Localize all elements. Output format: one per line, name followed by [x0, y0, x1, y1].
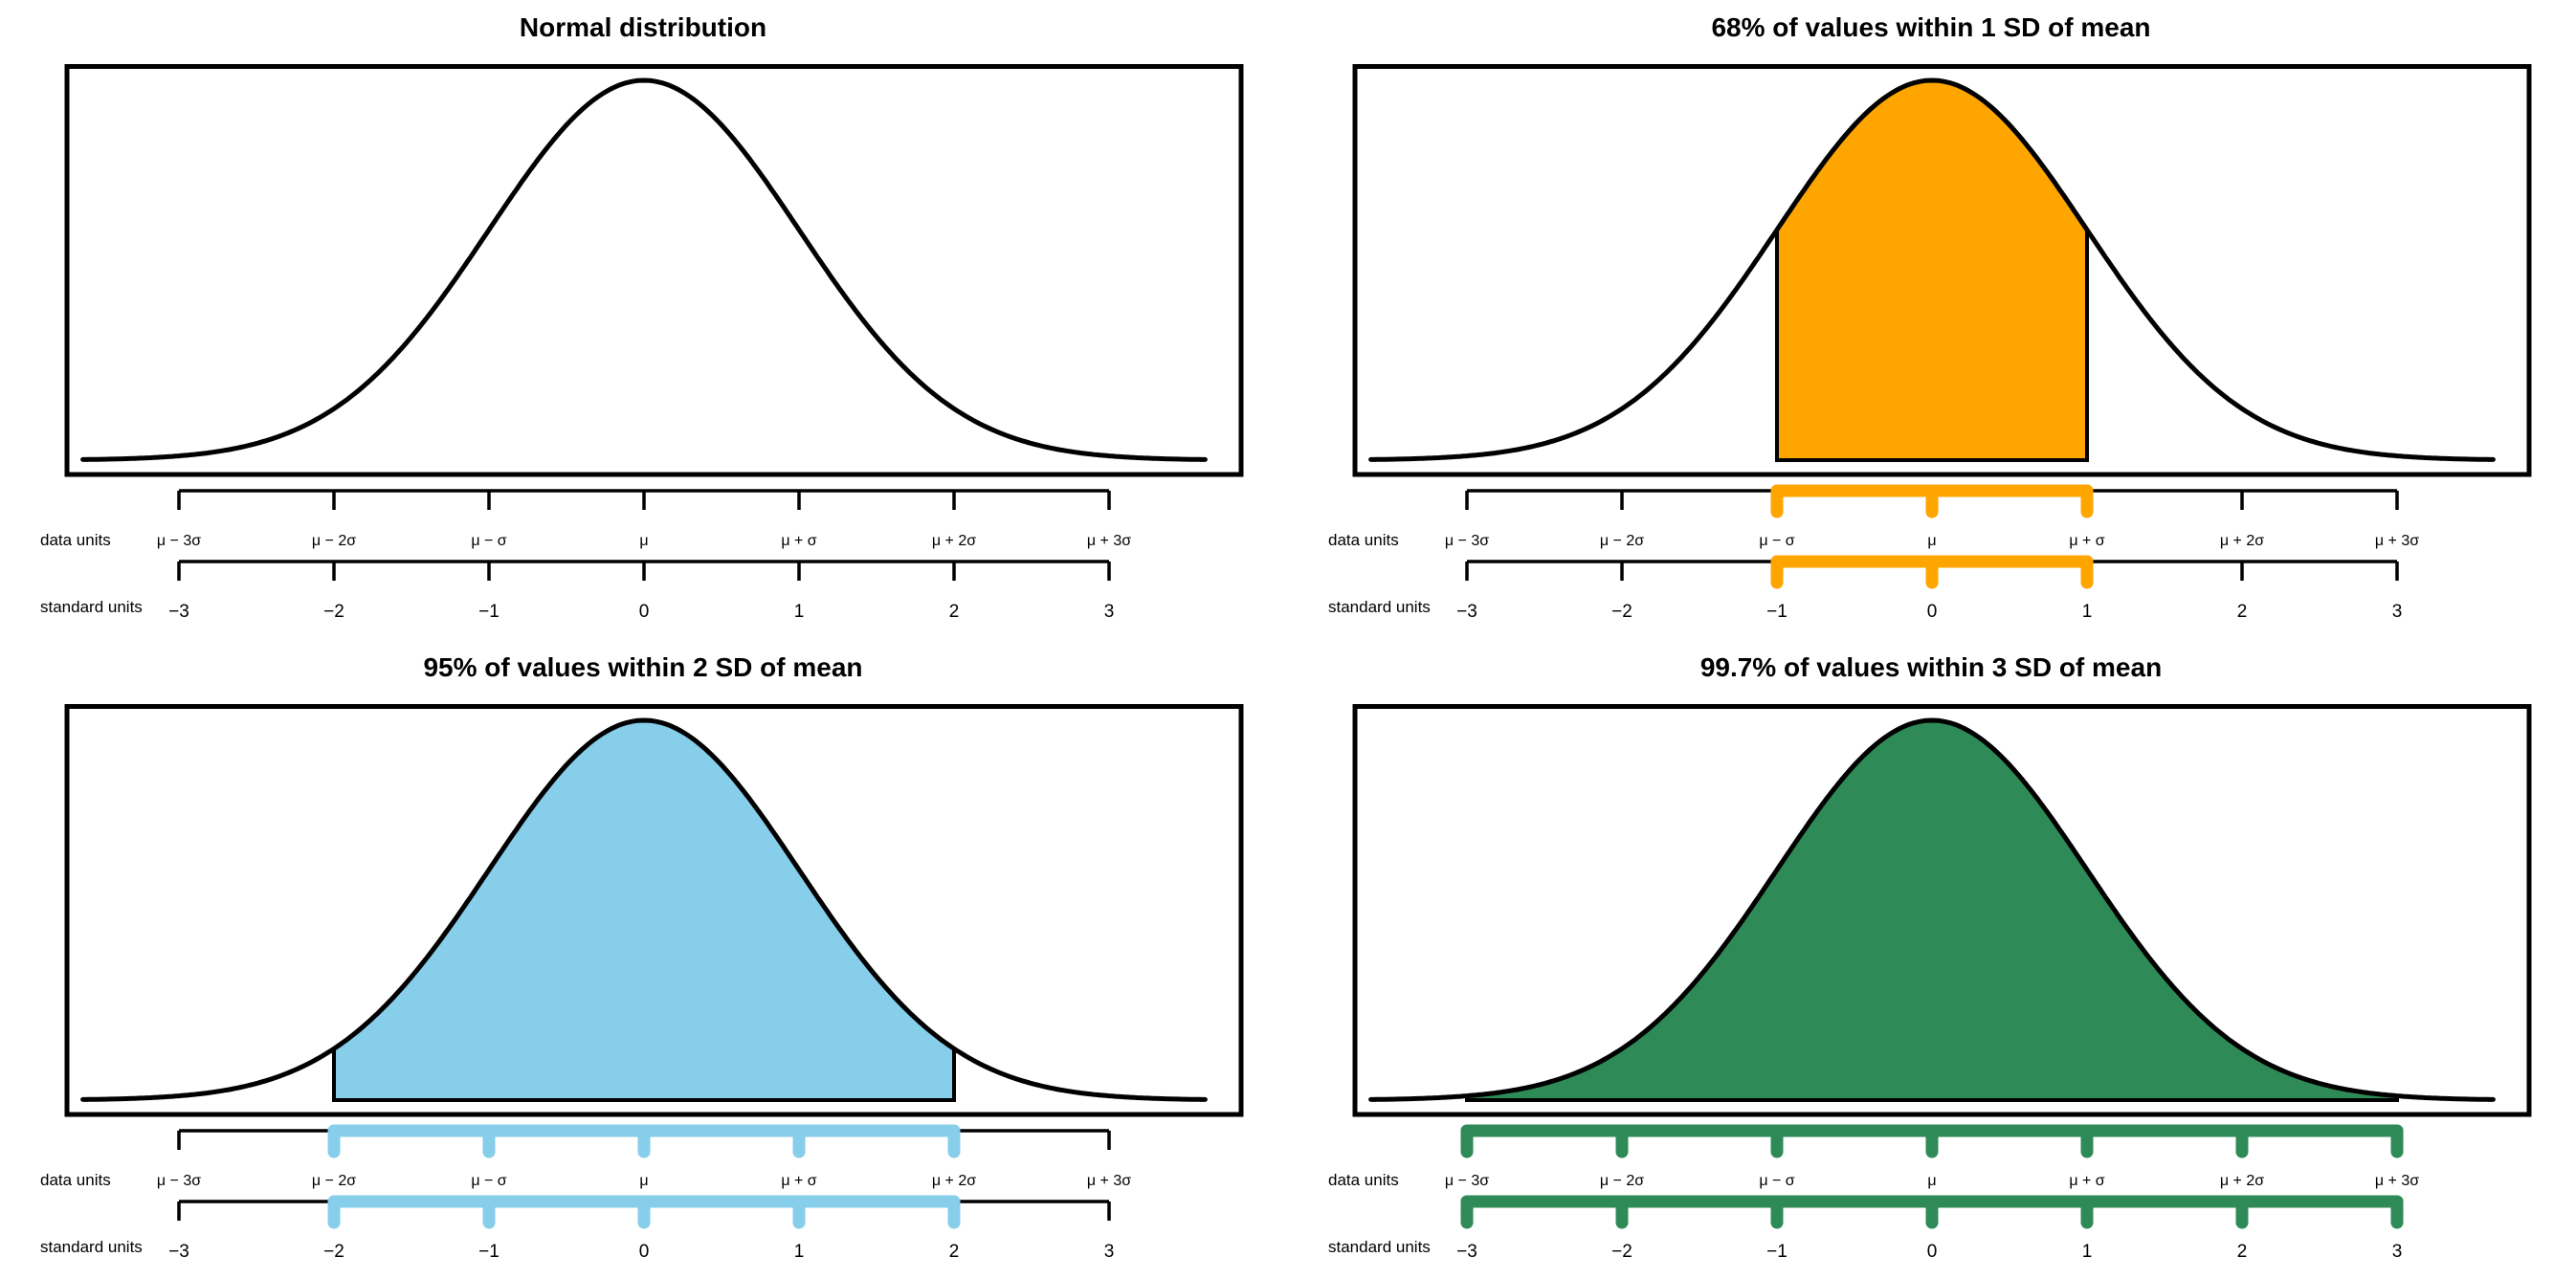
axis-tick-label: 2	[949, 602, 960, 622]
axis-tick-label: μ + σ	[2069, 533, 2104, 549]
axis-tick-label: μ − 2σ	[312, 1173, 356, 1189]
standard-units-label: standard units	[1328, 1238, 1431, 1256]
axis-tick-label: μ + 3σ	[1087, 1173, 1131, 1189]
axis-tick-label: −1	[478, 1242, 500, 1262]
highlight-bracket	[327, 1124, 961, 1158]
axis-tick-label: 0	[639, 602, 650, 622]
axis-tick-label: 0	[1927, 1242, 1938, 1262]
axis-tick-label: μ + σ	[781, 533, 816, 549]
normal-curve	[80, 77, 1208, 462]
axis-tick-label: μ + 3σ	[1087, 533, 1131, 549]
axis-tick-label: 3	[1104, 1242, 1115, 1262]
axis-tick-label: −1	[478, 602, 500, 622]
axis-tick-label: −2	[1611, 602, 1632, 622]
axis-tick-label: μ − 3σ	[1445, 1173, 1489, 1189]
axis-tick-label: −3	[1456, 602, 1477, 622]
axis-tick-label: μ	[1927, 1173, 1936, 1189]
axis-tick-label: μ + σ	[781, 1173, 816, 1189]
shaded-region	[1465, 717, 2399, 1102]
axis-tick-label: μ − σ	[471, 533, 506, 549]
panel-title: Normal distribution	[520, 12, 766, 42]
axis-tick-label: −2	[1611, 1242, 1632, 1262]
highlight-bracket	[1460, 1124, 2404, 1158]
normal-curve	[1368, 77, 2496, 462]
axis-tick-label: μ − 2σ	[312, 533, 356, 549]
data-units-axis: μ − 3σ μ − 2σ μ − σ μ μ + σ μ + 2σ μ + 3σ data …	[1328, 484, 2419, 549]
axis-tick-label: 2	[2237, 602, 2248, 622]
axis-tick-label: −2	[323, 602, 344, 622]
axis-tick-label: −1	[1766, 602, 1788, 622]
data-units-axis: μ − 3σ μ − 2σ μ − σ μ μ + σ μ + 2σ μ + 3σ data …	[1328, 1124, 2419, 1189]
highlight-bracket	[1770, 484, 2094, 518]
data-units-axis: μ − 3σ μ − 2σ μ − σ μ μ + σ μ + 2σ μ + 3σ data …	[40, 1124, 1131, 1189]
axis-tick-label: μ + 2σ	[932, 1173, 976, 1189]
axis-tick-label: μ − σ	[1759, 533, 1794, 549]
highlight-bracket	[327, 1195, 961, 1228]
axis-tick-label: μ − 2σ	[1600, 1173, 1644, 1189]
axis-tick-label: 3	[1104, 602, 1115, 622]
standard-units-label: standard units	[1328, 598, 1431, 616]
axis-tick-label: 0	[639, 1242, 650, 1262]
panel-99-7-percent-3-sd: 99.7% of values within 3 SD of mean μ − 3…	[1328, 652, 2532, 1262]
axis-tick-label: μ − 2σ	[1600, 533, 1644, 549]
panel-normal-distribution: Normal distribution μ − 3σ μ − 2σ μ − σ μ μ +…	[40, 12, 1244, 622]
highlight-bracket	[1460, 1195, 2404, 1228]
standard-units-axis: −3 −2 −1 0 1 2 3 standard units	[1328, 555, 2403, 622]
axis-tick-label: −3	[168, 602, 189, 622]
axis-tick-label: μ − 3σ	[157, 1173, 201, 1189]
standard-units-axis: −3 −2 −1 0 1 2 3 standard units	[1328, 1195, 2404, 1262]
axis-tick-label: 1	[794, 1242, 805, 1262]
shaded-region	[1775, 77, 2089, 462]
axis-tick-label: 2	[949, 1242, 960, 1262]
axis-tick-label: μ	[639, 1173, 648, 1189]
axis-tick-label: μ	[639, 533, 648, 549]
normal-curve	[80, 717, 1208, 1102]
data-units-axis: μ − 3σ μ − 2σ μ − σ μ μ + σ μ + 2σ μ + 3σ data …	[40, 489, 1131, 549]
axis-tick-label: μ + 2σ	[2220, 1173, 2264, 1189]
axis-tick-label: μ − 3σ	[157, 533, 201, 549]
panel-title: 95% of values within 2 SD of mean	[423, 652, 862, 682]
axis-tick-label: 1	[2082, 1242, 2093, 1262]
normal-curve	[1368, 717, 2496, 1102]
plot-box	[1352, 64, 2532, 477]
standard-units-axis: −3 −2 −1 0 1 2 3 standard units	[40, 560, 1115, 622]
axis-tick-label: μ + 2σ	[932, 533, 976, 549]
axis-tick-label: 3	[2392, 602, 2403, 622]
axis-tick-label: 1	[794, 602, 805, 622]
axis-tick-label: 0	[1927, 602, 1938, 622]
axis-tick-label: 1	[2082, 602, 2093, 622]
axis-tick-label: μ + 2σ	[2220, 533, 2264, 549]
axis-tick-label: μ − σ	[1759, 1173, 1794, 1189]
axis-tick-label: μ + σ	[2069, 1173, 2104, 1189]
highlight-bracket	[1770, 555, 2094, 589]
plot-box	[64, 703, 1244, 1116]
axis-tick-label: μ + 3σ	[2375, 533, 2419, 549]
axis-tick-label: −3	[168, 1242, 189, 1262]
axis-tick-label: μ − σ	[471, 1173, 506, 1189]
axis-tick-label: μ − 3σ	[1445, 533, 1489, 549]
data-units-label: data units	[1328, 1171, 1399, 1189]
shaded-region	[332, 717, 956, 1102]
data-units-label: data units	[40, 1171, 111, 1189]
axis-tick-label: 3	[2392, 1242, 2403, 1262]
axis-tick-label: μ + 3σ	[2375, 1173, 2419, 1189]
standard-units-label: standard units	[40, 1238, 143, 1256]
axis-tick-label: −3	[1456, 1242, 1477, 1262]
standard-units-axis: −3 −2 −1 0 1 2 3 standard units	[40, 1195, 1115, 1262]
panel-title: 68% of values within 1 SD of mean	[1711, 12, 2150, 42]
data-units-label: data units	[40, 531, 111, 549]
axis-tick-label: −1	[1766, 1242, 1788, 1262]
data-units-label: data units	[1328, 531, 1399, 549]
panel-title: 99.7% of values within 3 SD of mean	[1700, 652, 2162, 682]
plot-box	[1352, 703, 2532, 1116]
axis-tick-label: −2	[323, 1242, 344, 1262]
axis-tick-label: 2	[2237, 1242, 2248, 1262]
standard-units-label: standard units	[40, 598, 143, 616]
plot-box	[64, 64, 1244, 477]
axis-tick-label: μ	[1927, 533, 1936, 549]
